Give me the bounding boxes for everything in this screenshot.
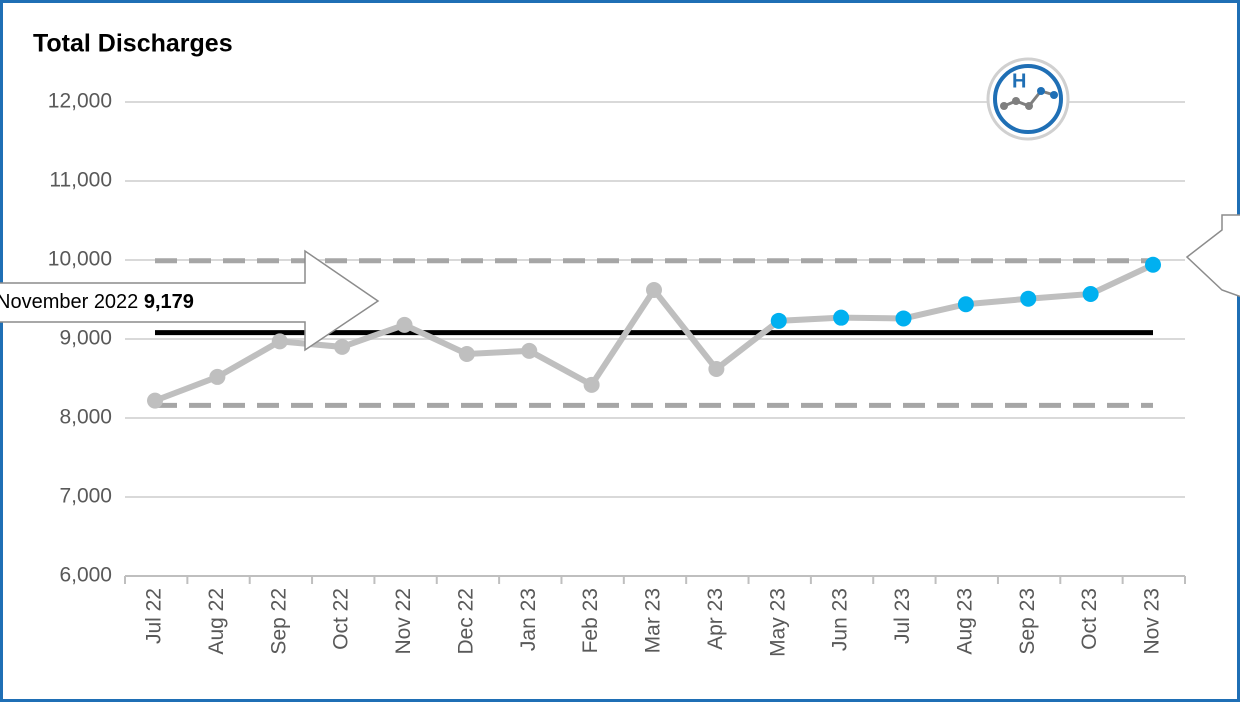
data-point — [334, 338, 351, 355]
x-tick-label: Oct 23 — [1078, 588, 1101, 650]
data-point — [583, 376, 600, 393]
data-point — [396, 316, 413, 333]
x-tick-label: Mar 23 — [642, 588, 665, 653]
y-tick-label: 9,000 — [59, 327, 112, 350]
y-tick-label: 12,000 — [48, 90, 112, 113]
y-tick-label: 7,000 — [59, 485, 112, 508]
data-point — [895, 310, 912, 327]
data-point — [957, 296, 974, 313]
x-tick-label: Apr 23 — [704, 588, 727, 650]
chart-title: Total Discharges — [33, 30, 233, 58]
data-point — [1145, 256, 1161, 273]
data-point — [147, 392, 163, 409]
data-point — [521, 342, 538, 359]
logo-text: H — [1012, 70, 1026, 92]
x-tick-label: Feb 23 — [579, 588, 602, 653]
x-tick-label: Oct 22 — [330, 588, 353, 650]
x-tick-label: Sep 22 — [267, 588, 290, 655]
y-tick-label: 10,000 — [48, 248, 112, 271]
data-point — [833, 309, 850, 326]
x-tick-label: Jul 23 — [891, 588, 914, 644]
svg-text:November 2022 9,179: November 2022 9,179 — [0, 291, 194, 313]
x-tick-label: Nov 23 — [1141, 588, 1164, 655]
x-tick-label: Aug 22 — [205, 588, 228, 655]
x-tick-label: Dec 22 — [454, 588, 477, 655]
callout-right — [1185, 214, 1240, 298]
callout-text: November 2022 — [0, 291, 138, 313]
logo: H — [986, 57, 1070, 141]
data-point — [1020, 290, 1037, 307]
data-point — [1082, 285, 1099, 302]
y-tick-label: 6,000 — [59, 564, 112, 587]
x-tick-label: Aug 23 — [953, 588, 976, 655]
data-point — [458, 346, 475, 363]
data-point — [708, 361, 725, 378]
data-point — [646, 282, 662, 299]
x-tick-label: Sep 23 — [1016, 588, 1039, 655]
data-point — [209, 368, 226, 385]
x-tick-label: Jun 23 — [829, 588, 852, 651]
x-tick-label: Jul 22 — [143, 588, 166, 644]
x-tick-label: Jan 23 — [517, 588, 540, 651]
x-tick-label: Nov 22 — [392, 588, 415, 655]
callout-value: 9,179 — [144, 291, 194, 313]
y-tick-label: 8,000 — [59, 406, 112, 429]
data-point — [271, 333, 288, 350]
callout: November 2022 9,179 — [0, 249, 380, 352]
y-tick-label: 11,000 — [49, 169, 112, 192]
data-point — [770, 312, 787, 329]
x-tick-label: May 23 — [766, 588, 789, 657]
